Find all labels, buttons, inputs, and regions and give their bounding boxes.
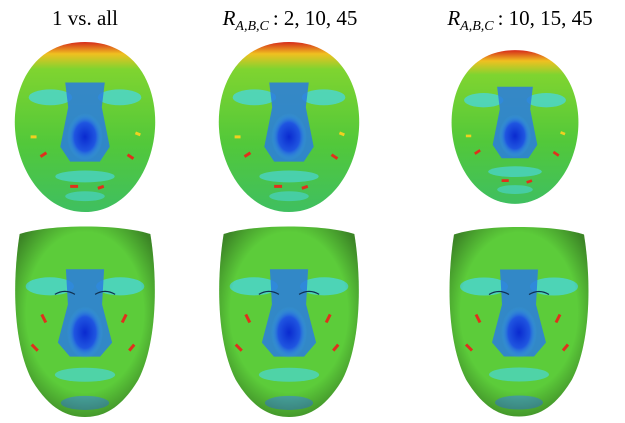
title-text: : 2, 10, 45 — [273, 6, 358, 30]
title-symbol: R — [446, 6, 460, 30]
column-title: 1 vs. all — [52, 6, 118, 30]
title-text: : 10, 15, 45 — [498, 6, 593, 30]
title-symbol: R — [222, 6, 236, 30]
face-heatmap — [452, 50, 579, 204]
column-title: RA,B,C : 2, 10, 45 — [222, 6, 358, 34]
face-render — [450, 227, 589, 417]
title-subscript: A,B,C — [459, 19, 494, 34]
title-subscript: A,B,C — [234, 19, 269, 34]
face-heatmap — [219, 42, 359, 212]
figure: 1 vs. all RA,B,C: 2, 10, 45 RA,B,C: 10, … — [0, 0, 625, 423]
face-render — [15, 227, 155, 417]
face-render — [219, 227, 359, 417]
column-title: RA,B,C : 10, 15, 45 — [446, 6, 592, 34]
face-heatmap — [15, 42, 155, 212]
